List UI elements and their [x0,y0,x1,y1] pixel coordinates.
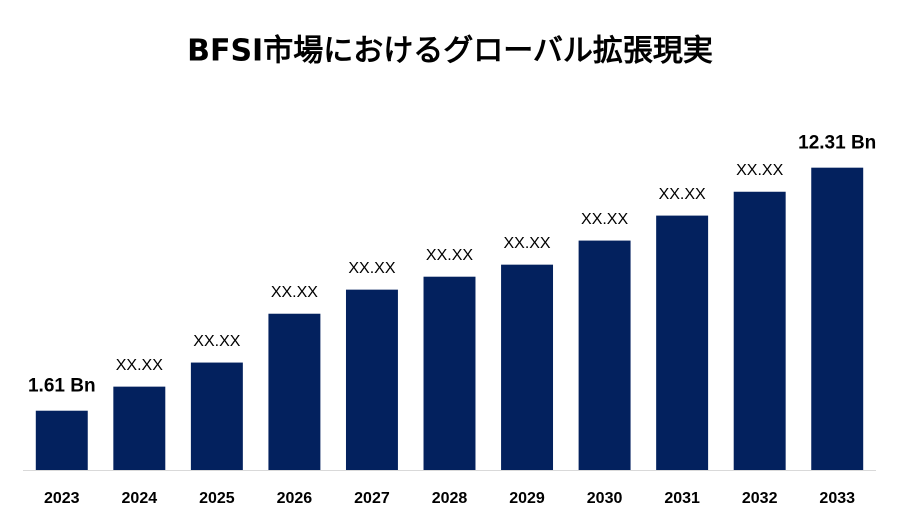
bar [345,289,398,470]
x-tick-label: 2025 [199,490,235,507]
bar [578,240,631,470]
bar [733,191,786,470]
value-label: XX.XX [193,333,240,350]
value-label: 12.31 Bn [798,133,876,154]
value-label: XX.XX [581,211,628,228]
value-label: XX.XX [116,357,163,374]
x-tick-label: 2033 [819,490,855,507]
x-tick-label: 2027 [354,490,390,507]
x-tick-label: 2030 [587,490,623,507]
value-label: XX.XX [271,284,318,301]
bar [501,264,554,470]
value-label: XX.XX [348,260,395,277]
bar [656,215,709,470]
chart-title: BFSI市場におけるグローバル拡張現実 [187,34,713,69]
x-tick-label: 2028 [432,490,468,507]
x-tick-label: 2026 [277,490,313,507]
bar [35,410,88,470]
x-tick-label: 2032 [742,490,778,507]
value-label: XX.XX [426,247,473,264]
value-label: XX.XX [736,162,783,179]
x-tick-label: 2023 [44,490,80,507]
x-tick-label: 2024 [122,490,158,507]
value-label: 1.61 Bn [28,376,96,397]
value-label: XX.XX [503,235,550,252]
bar [811,167,864,470]
x-tick-label: 2029 [509,490,545,507]
bar [268,313,321,470]
x-tick-label: 2031 [664,490,700,507]
value-label: XX.XX [659,186,706,203]
bar [190,362,243,470]
bar [423,276,476,470]
bar [113,386,166,470]
